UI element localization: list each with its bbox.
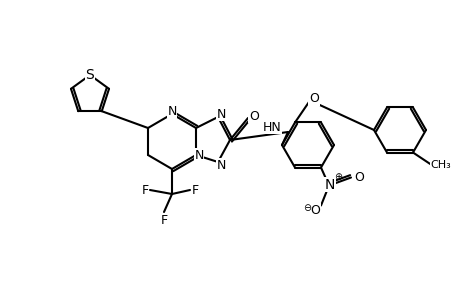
Text: N: N [216,158,225,172]
Text: ⊖: ⊖ [302,202,310,212]
Text: N: N [167,104,176,118]
Text: O: O [248,110,258,122]
Text: N: N [194,148,203,161]
Text: N: N [324,178,335,191]
Text: F: F [160,214,167,226]
Text: N: N [216,107,225,121]
Text: O: O [309,204,319,217]
Text: F: F [141,184,148,196]
Text: O: O [308,92,318,105]
Text: O: O [353,171,363,184]
Text: ⊕: ⊕ [333,172,341,182]
Text: CH₃: CH₃ [430,160,450,170]
Text: HN: HN [262,121,281,134]
Text: F: F [191,184,198,196]
Text: S: S [85,68,94,82]
